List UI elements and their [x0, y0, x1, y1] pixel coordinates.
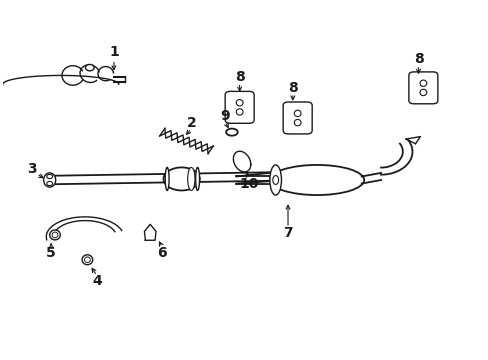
Ellipse shape [43, 173, 56, 187]
Ellipse shape [294, 110, 301, 117]
Text: 8: 8 [234, 70, 244, 84]
Text: 7: 7 [283, 226, 292, 240]
Ellipse shape [294, 120, 301, 126]
Ellipse shape [82, 255, 93, 265]
Text: 6: 6 [157, 246, 167, 260]
Text: 4: 4 [92, 274, 102, 288]
Ellipse shape [195, 167, 199, 190]
FancyBboxPatch shape [283, 102, 311, 134]
Ellipse shape [187, 167, 195, 190]
Text: 10: 10 [239, 176, 259, 190]
Text: 8: 8 [413, 53, 423, 67]
Ellipse shape [50, 230, 60, 240]
Ellipse shape [269, 165, 364, 195]
Ellipse shape [419, 80, 426, 86]
Text: 3: 3 [27, 162, 37, 176]
FancyBboxPatch shape [224, 91, 254, 123]
Ellipse shape [52, 232, 58, 238]
Circle shape [47, 174, 53, 179]
Ellipse shape [84, 257, 90, 262]
Text: 5: 5 [46, 246, 56, 260]
Circle shape [47, 181, 53, 186]
Ellipse shape [225, 129, 237, 136]
Ellipse shape [419, 89, 426, 96]
Text: 1: 1 [109, 45, 119, 59]
Ellipse shape [163, 167, 200, 190]
Text: 2: 2 [186, 116, 196, 130]
Circle shape [85, 64, 94, 71]
Text: 8: 8 [287, 81, 297, 95]
FancyBboxPatch shape [408, 72, 437, 104]
Text: 9: 9 [220, 109, 229, 123]
Ellipse shape [236, 100, 243, 106]
Ellipse shape [272, 176, 278, 184]
Ellipse shape [269, 165, 281, 195]
Ellipse shape [165, 167, 169, 190]
Ellipse shape [236, 109, 243, 115]
